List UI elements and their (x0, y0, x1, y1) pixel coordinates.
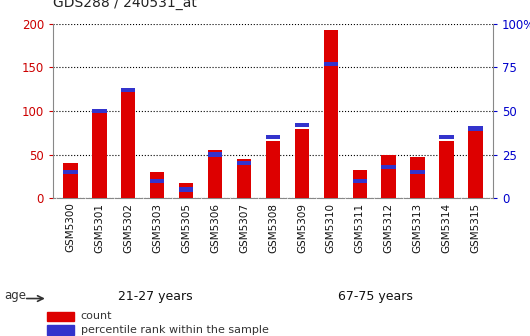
Bar (47, 325, 74, 335)
Text: GSM5311: GSM5311 (355, 203, 365, 253)
Bar (92, 111, 107, 198)
Bar (237, 159, 251, 198)
Text: GSM5301: GSM5301 (94, 203, 104, 253)
Text: GSM5309: GSM5309 (297, 203, 307, 253)
Bar (150, 179, 164, 183)
Text: 21-27 years: 21-27 years (118, 290, 193, 303)
Bar (439, 141, 454, 198)
Bar (237, 161, 251, 166)
Bar (63, 163, 77, 198)
Bar (439, 135, 454, 139)
Bar (410, 170, 425, 174)
Text: GSM5313: GSM5313 (413, 203, 422, 253)
Bar (352, 170, 367, 198)
Bar (47, 312, 74, 321)
Text: GSM5306: GSM5306 (210, 203, 220, 253)
Text: GSM5307: GSM5307 (239, 203, 249, 253)
Bar (469, 126, 483, 131)
Text: count: count (81, 311, 112, 321)
Bar (266, 141, 280, 198)
Text: percentile rank within the sample: percentile rank within the sample (81, 325, 269, 335)
Text: GSM5308: GSM5308 (268, 203, 278, 253)
Text: 67-75 years: 67-75 years (338, 290, 413, 303)
Text: GDS288 / 240531_at: GDS288 / 240531_at (53, 0, 197, 10)
Bar (295, 123, 309, 127)
Text: GSM5303: GSM5303 (152, 203, 162, 253)
Bar (324, 61, 338, 66)
Bar (382, 165, 396, 169)
Bar (382, 155, 396, 198)
Bar (150, 172, 164, 198)
Bar (208, 150, 222, 198)
Bar (121, 92, 136, 198)
Text: GSM5302: GSM5302 (123, 203, 133, 253)
Text: GSM5315: GSM5315 (471, 203, 481, 253)
Bar (352, 179, 367, 183)
Text: GSM5314: GSM5314 (441, 203, 452, 253)
Bar (179, 183, 193, 198)
Bar (92, 109, 107, 113)
Bar (324, 30, 338, 198)
Text: GSM5310: GSM5310 (326, 203, 336, 253)
Bar (295, 129, 309, 198)
Bar (63, 170, 77, 174)
Text: age: age (4, 289, 26, 302)
Bar (121, 88, 136, 92)
Bar (469, 131, 483, 198)
Text: GSM5312: GSM5312 (384, 203, 394, 253)
Bar (179, 187, 193, 192)
Bar (410, 157, 425, 198)
Text: GSM5305: GSM5305 (181, 203, 191, 253)
Bar (266, 135, 280, 139)
Text: GSM5300: GSM5300 (65, 203, 75, 252)
Bar (208, 153, 222, 157)
